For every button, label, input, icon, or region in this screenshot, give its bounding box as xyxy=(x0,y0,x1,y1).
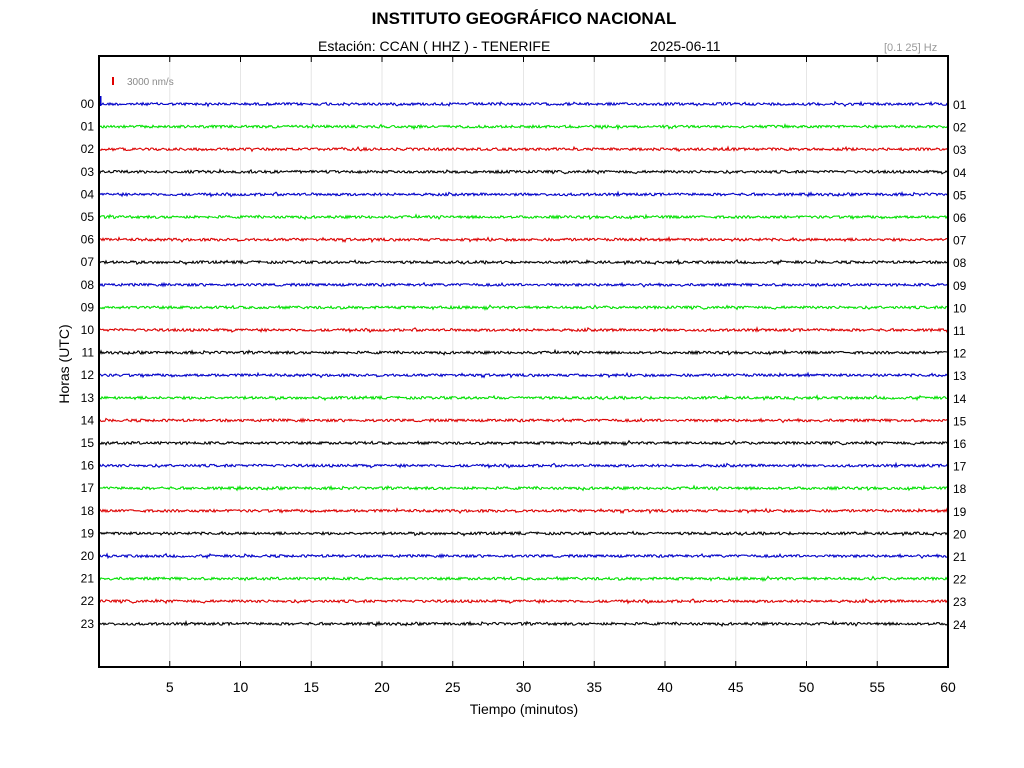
hour-label-right: 11 xyxy=(953,324,966,338)
x-tick-label: 45 xyxy=(728,679,744,695)
x-tick-label: 10 xyxy=(233,679,249,695)
hour-label-right: 13 xyxy=(953,369,967,383)
trace-line xyxy=(98,530,949,537)
x-tick-label: 25 xyxy=(445,679,461,695)
hour-label-left: 02 xyxy=(81,142,95,156)
hour-label-left: 14 xyxy=(81,413,95,427)
hour-label-right: 07 xyxy=(953,234,967,248)
trace-line xyxy=(98,213,949,221)
x-axis-label: Tiempo (minutos) xyxy=(470,701,578,717)
hour-label-right: 23 xyxy=(953,595,967,609)
hour-label-right: 20 xyxy=(953,527,967,541)
hour-label-left: 11 xyxy=(82,346,95,360)
hour-label-right: 04 xyxy=(953,166,967,180)
scale-label: 3000 nm/s xyxy=(127,77,174,88)
frequency-band-label: [0.1 25] Hz xyxy=(884,42,938,54)
hour-label-right: 15 xyxy=(953,414,967,428)
hour-label-right: 03 xyxy=(953,143,967,157)
trace-line xyxy=(98,168,949,175)
hour-label-left: 05 xyxy=(81,210,95,224)
hour-label-left: 17 xyxy=(81,481,95,495)
hour-label-left: 21 xyxy=(81,572,95,586)
trace-line xyxy=(98,348,949,356)
trace-line xyxy=(98,598,949,605)
hour-label-right: 19 xyxy=(953,505,967,519)
hour-label-right: 05 xyxy=(953,188,967,202)
x-tick-label: 15 xyxy=(303,679,319,695)
trace-line xyxy=(98,552,949,560)
hour-label-left: 10 xyxy=(81,323,95,337)
hour-label-left: 09 xyxy=(81,300,95,314)
trace-line xyxy=(98,326,949,334)
hour-label-left: 06 xyxy=(81,233,95,247)
hour-label-right: 12 xyxy=(953,347,967,361)
trace-line xyxy=(98,461,949,469)
x-tick-label: 5 xyxy=(166,679,174,695)
hour-label-left: 13 xyxy=(81,391,95,405)
trace-line xyxy=(98,371,949,379)
station-label: Estación: CCAN ( HHZ ) - TENERIFE xyxy=(318,38,551,54)
hour-label-right: 10 xyxy=(953,301,967,315)
trace-line xyxy=(98,575,949,583)
hour-label-left: 03 xyxy=(81,165,95,179)
x-tick-label: 55 xyxy=(869,679,885,695)
trace-line xyxy=(98,258,949,266)
x-tick-label: 20 xyxy=(374,679,390,695)
x-tick-label: 40 xyxy=(657,679,673,695)
hour-label-right: 17 xyxy=(953,460,967,474)
trace-line xyxy=(98,484,949,492)
trace-line xyxy=(98,281,949,288)
hour-label-right: 02 xyxy=(953,121,967,135)
hour-label-left: 19 xyxy=(81,526,95,540)
hour-label-right: 22 xyxy=(953,573,967,587)
trace-line xyxy=(98,507,949,515)
trace-line xyxy=(98,190,949,198)
x-tick-label: 50 xyxy=(799,679,815,695)
hour-label-left: 01 xyxy=(81,120,95,134)
hour-label-right: 09 xyxy=(953,279,967,293)
hour-label-left: 07 xyxy=(81,255,95,269)
hour-label-right: 01 xyxy=(953,98,967,112)
trace-line xyxy=(98,417,949,424)
x-tick-label: 35 xyxy=(586,679,602,695)
hour-label-right: 14 xyxy=(953,392,967,406)
x-tick-label: 60 xyxy=(940,679,956,695)
hour-label-right: 21 xyxy=(953,550,967,564)
hour-label-right: 08 xyxy=(953,256,967,270)
trace-line xyxy=(98,100,949,108)
trace-line xyxy=(98,235,949,244)
hour-label-right: 18 xyxy=(953,482,967,496)
trace-line xyxy=(98,439,949,447)
hour-label-right: 24 xyxy=(953,618,967,632)
hour-label-right: 16 xyxy=(953,437,967,451)
hour-label-left: 23 xyxy=(81,617,95,631)
trace-line xyxy=(98,619,949,628)
date-label: 2025-06-11 xyxy=(650,38,721,54)
hour-label-left: 20 xyxy=(81,549,95,563)
hour-label-left: 04 xyxy=(81,187,95,201)
hour-label-left: 15 xyxy=(81,436,95,450)
trace-line xyxy=(98,394,949,402)
x-tick-label: 30 xyxy=(516,679,532,695)
trace-line xyxy=(98,123,949,131)
hour-label-left: 12 xyxy=(81,368,95,382)
hour-label-left: 16 xyxy=(81,459,95,473)
trace-line xyxy=(98,304,949,311)
hour-label-left: 18 xyxy=(81,504,95,518)
hour-label-left: 08 xyxy=(81,278,95,292)
hour-label-left: 22 xyxy=(81,594,95,608)
y-axis-label: Horas (UTC) xyxy=(56,324,72,403)
figure-title: INSTITUTO GEOGRÁFICO NACIONAL xyxy=(371,9,677,28)
hour-label-right: 06 xyxy=(953,211,967,225)
scale-bar xyxy=(112,77,114,85)
trace-line xyxy=(98,145,949,153)
hour-label-left: 00 xyxy=(81,97,95,111)
